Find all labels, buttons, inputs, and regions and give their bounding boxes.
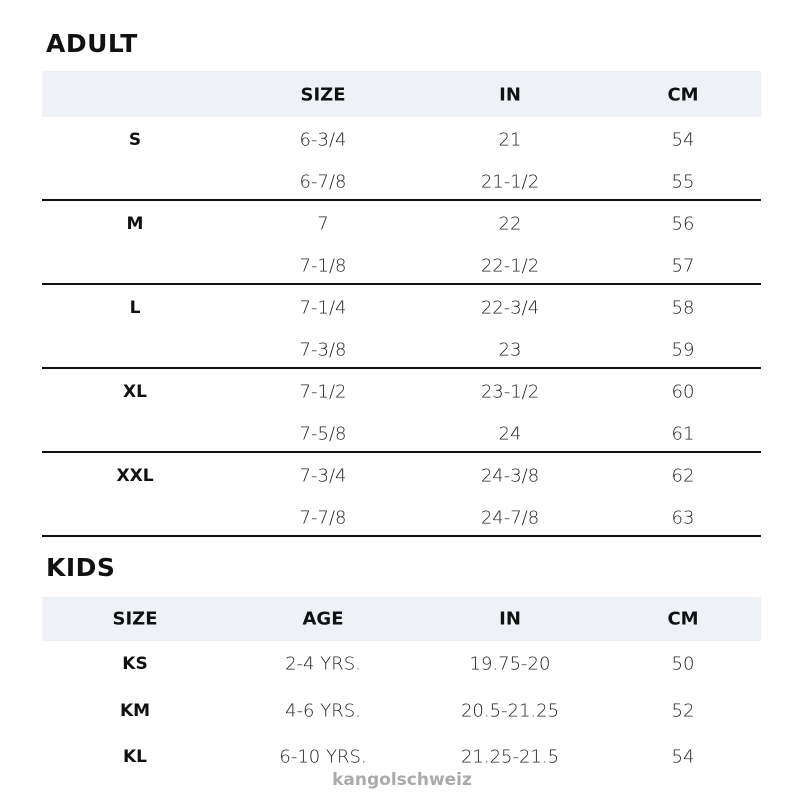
adult-size-label: XL — [123, 382, 147, 402]
group-divider — [42, 535, 761, 537]
adult-table-cell: 22-1/2 — [480, 255, 540, 277]
adult-size-label: XXL — [116, 466, 154, 486]
adult-table-cell: 58 — [671, 297, 695, 319]
adult-table-cell: 21-1/2 — [480, 171, 540, 193]
adult-table-cell: 56 — [671, 213, 695, 235]
adult-size-label: L — [129, 298, 141, 318]
adult-size-label: M — [126, 214, 144, 234]
adult-table-cell: 63 — [671, 507, 695, 529]
kids-table-cell: 4-6 YRS. — [285, 700, 361, 721]
kids-column-header: CM — [667, 608, 699, 630]
kids-column-header: SIZE — [112, 608, 158, 630]
kids-table-cell: 19.75-20 — [469, 653, 551, 675]
kids-table-cell: 50 — [671, 653, 695, 675]
kids-table-cell: 54 — [671, 746, 695, 768]
adult-table-cell: 59 — [671, 339, 695, 361]
adult-title: ADULT — [46, 29, 138, 58]
adult-table-cell: 22 — [498, 213, 522, 235]
adult-table-cell: 22-3/4 — [480, 297, 540, 319]
adult-table-cell: 7 — [317, 213, 329, 235]
watermark: kangolschweiz — [332, 770, 472, 790]
adult-table-cell: 21 — [498, 129, 522, 151]
adult-table-cell: 57 — [671, 255, 695, 277]
kids-size-label: KL — [122, 747, 148, 767]
adult-column-header: CM — [667, 84, 699, 106]
adult-table-cell: 7-5/8 — [299, 423, 347, 445]
adult-column-header: SIZE — [300, 84, 346, 106]
group-divider — [42, 451, 761, 453]
adult-table-cell: 54 — [671, 129, 695, 151]
adult-table-cell: 7-1/2 — [299, 381, 347, 403]
kids-header-band — [42, 597, 761, 641]
adult-table-cell: 23-1/2 — [480, 381, 540, 403]
kids-title: KIDS — [46, 553, 116, 582]
adult-table-cell: 24-3/8 — [480, 465, 540, 487]
adult-table-cell: 7-7/8 — [299, 507, 347, 529]
adult-table-cell: 61 — [671, 423, 695, 445]
kids-table-cell: 6-10 YRS. — [279, 746, 367, 768]
adult-table-cell: 6-3/4 — [299, 129, 347, 151]
kids-column-header: IN — [499, 608, 521, 630]
adult-table-cell: 60 — [671, 381, 695, 403]
adult-table-cell: 55 — [671, 171, 695, 193]
kids-table-cell: 20.5-21.25 — [460, 700, 560, 721]
kids-table-cell: 52 — [671, 700, 695, 721]
adult-table-cell: 6-7/8 — [299, 171, 347, 193]
kids-table-cell: 2-4 YRS. — [285, 653, 361, 675]
group-divider — [42, 283, 761, 285]
adult-table-cell: 7-3/8 — [299, 339, 347, 361]
kids-table-cell: 21.25-21.5 — [460, 746, 560, 768]
group-divider — [42, 367, 761, 369]
adult-column-header: IN — [499, 84, 521, 106]
kids-size-label: KS — [122, 654, 148, 674]
kids-column-header: AGE — [302, 608, 344, 630]
adult-header-band — [42, 71, 761, 117]
adult-table-cell: 24 — [498, 423, 522, 445]
adult-table-cell: 7-1/4 — [299, 297, 347, 319]
kids-size-label: KM — [119, 700, 151, 721]
adult-table-cell: 23 — [498, 339, 522, 361]
adult-table-cell: 7-3/4 — [299, 465, 347, 487]
group-divider — [42, 199, 761, 201]
adult-table-cell: 62 — [671, 465, 695, 487]
adult-table-cell: 7-1/8 — [299, 255, 347, 277]
adult-size-label: S — [128, 130, 142, 150]
adult-table-cell: 24-7/8 — [480, 507, 540, 529]
